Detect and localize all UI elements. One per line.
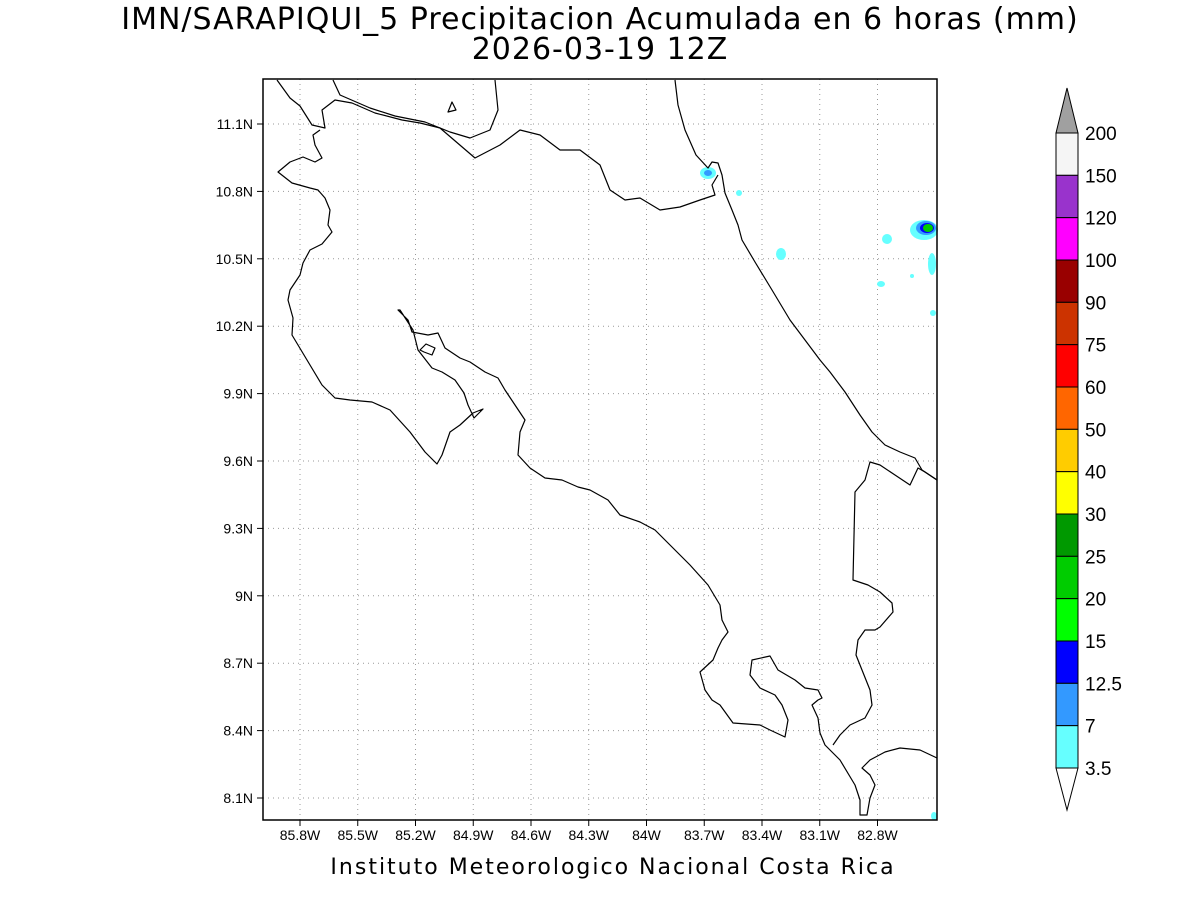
colorbar-label: 100	[1085, 251, 1117, 272]
lon-tick-label: 85.8W	[280, 827, 321, 843]
lon-tick-label: 83.4W	[742, 827, 783, 843]
colorbar-label: 200	[1085, 124, 1117, 145]
colorbar-label: 3.5	[1085, 759, 1111, 780]
precip-cell	[928, 253, 936, 275]
lon-tick-label: 82.8W	[857, 827, 898, 843]
colorbar-swatch	[1055, 555, 1079, 600]
lake-island	[447, 101, 457, 113]
precip-cell	[877, 281, 885, 287]
colorbar-swatch	[1055, 259, 1079, 303]
colorbar-label: 25	[1085, 547, 1106, 568]
lon-tick-label: 84.3W	[569, 827, 610, 843]
colorbar-swatch	[1055, 513, 1079, 557]
map-date: 2026-03-19 12Z	[471, 32, 729, 67]
coastlines	[276, 79, 938, 816]
lat-tick-label: 10.5N	[216, 251, 253, 267]
colorbar-swatch	[1055, 682, 1079, 727]
colorbar-swatch	[1055, 301, 1079, 346]
colorbar-swatch	[1055, 386, 1079, 430]
lat-tick-label: 9.3N	[223, 520, 253, 536]
colorbar-label: 75	[1085, 336, 1106, 357]
lon-tick-label: 84.9W	[453, 827, 494, 843]
colorbar-swatch	[1055, 640, 1079, 684]
lon-tick-label: 84W	[632, 827, 662, 843]
colorbar-swatch	[1055, 132, 1079, 176]
lon-tick-label: 85.5W	[338, 827, 379, 843]
northern-border	[276, 79, 719, 211]
colorbar-over-arrow	[1055, 87, 1079, 134]
map-area	[263, 79, 937, 820]
precip-cell	[931, 812, 937, 820]
lon-tick-label: 83.7W	[684, 827, 725, 843]
map-title: IMN/SARAPIQUI_5 Precipitacion Acumulada …	[121, 2, 1079, 37]
pacific-coast	[277, 129, 938, 816]
map-grid	[263, 79, 937, 820]
lake-shore	[332, 79, 499, 139]
map-frame	[262, 78, 938, 821]
colorbar-label: 12.5	[1085, 674, 1122, 695]
lat-tick-label: 8.4N	[223, 723, 253, 739]
colorbar-label: 50	[1085, 420, 1106, 441]
lat-tick-label: 10.8N	[216, 183, 253, 199]
colorbar-label: 30	[1085, 505, 1106, 526]
longitude-axis: 85.8W 85.5W 85.2W 84.9W 84.6W 84.3W 84W 83.7W 83…	[280, 820, 899, 843]
lat-tick-label: 11.1N	[217, 116, 253, 132]
colorbar-label: 90	[1085, 293, 1106, 314]
lat-tick-label: 9N	[235, 588, 253, 604]
colorbar-swatch	[1055, 725, 1079, 769]
lat-tick-label: 9.9N	[223, 386, 253, 402]
nicoya-island	[419, 343, 436, 356]
colorbar-label: 20	[1085, 590, 1106, 611]
colorbar-label: 60	[1085, 378, 1106, 399]
colorbar-swatch	[1055, 428, 1079, 473]
precip-cell	[736, 190, 742, 196]
colorbar-swatch	[1055, 174, 1079, 219]
latitude-axis: 11.1N 10.8N 10.5N 10.2N 9.9N 9.6N 9.3N 9N 8.7N 8.…	[216, 116, 263, 806]
precip-cell	[923, 224, 933, 232]
colorbar-label: 150	[1085, 166, 1117, 187]
colorbar-swatch	[1055, 344, 1079, 388]
lon-tick-label: 83.1W	[800, 827, 841, 843]
colorbar-swatch	[1055, 598, 1079, 642]
lat-tick-label: 8.7N	[223, 655, 253, 671]
lon-tick-label: 84.6W	[511, 827, 552, 843]
precip-cell	[704, 170, 712, 176]
colorbar-under-arrow	[1055, 767, 1079, 812]
lat-tick-label: 10.2N	[216, 318, 253, 334]
lat-tick-label: 9.6N	[223, 453, 253, 469]
caribbean-coast	[674, 79, 938, 481]
precip-cell	[910, 274, 914, 278]
colorbar-swatch	[1055, 217, 1079, 261]
lon-tick-label: 85.2W	[395, 827, 436, 843]
lat-tick-label: 8.1N	[223, 790, 253, 806]
precip-cell	[930, 310, 936, 316]
footer-credit: Instituto Meteorologico Nacional Costa R…	[330, 855, 896, 880]
colorbar-label: 15	[1085, 632, 1106, 653]
colorbar-label: 40	[1085, 463, 1106, 484]
colorbar: 200 150 120 100 90 75 60 50 40 30 25 20 15 12.5 7 3.5	[1055, 87, 1122, 812]
colorbar-label: 120	[1085, 209, 1117, 230]
precip-cell	[776, 248, 786, 260]
precipitation-areas	[700, 167, 938, 820]
panama-border	[832, 461, 938, 746]
colorbar-swatch	[1055, 471, 1079, 515]
colorbar-label: 7	[1085, 717, 1096, 738]
precip-cell	[882, 234, 892, 244]
